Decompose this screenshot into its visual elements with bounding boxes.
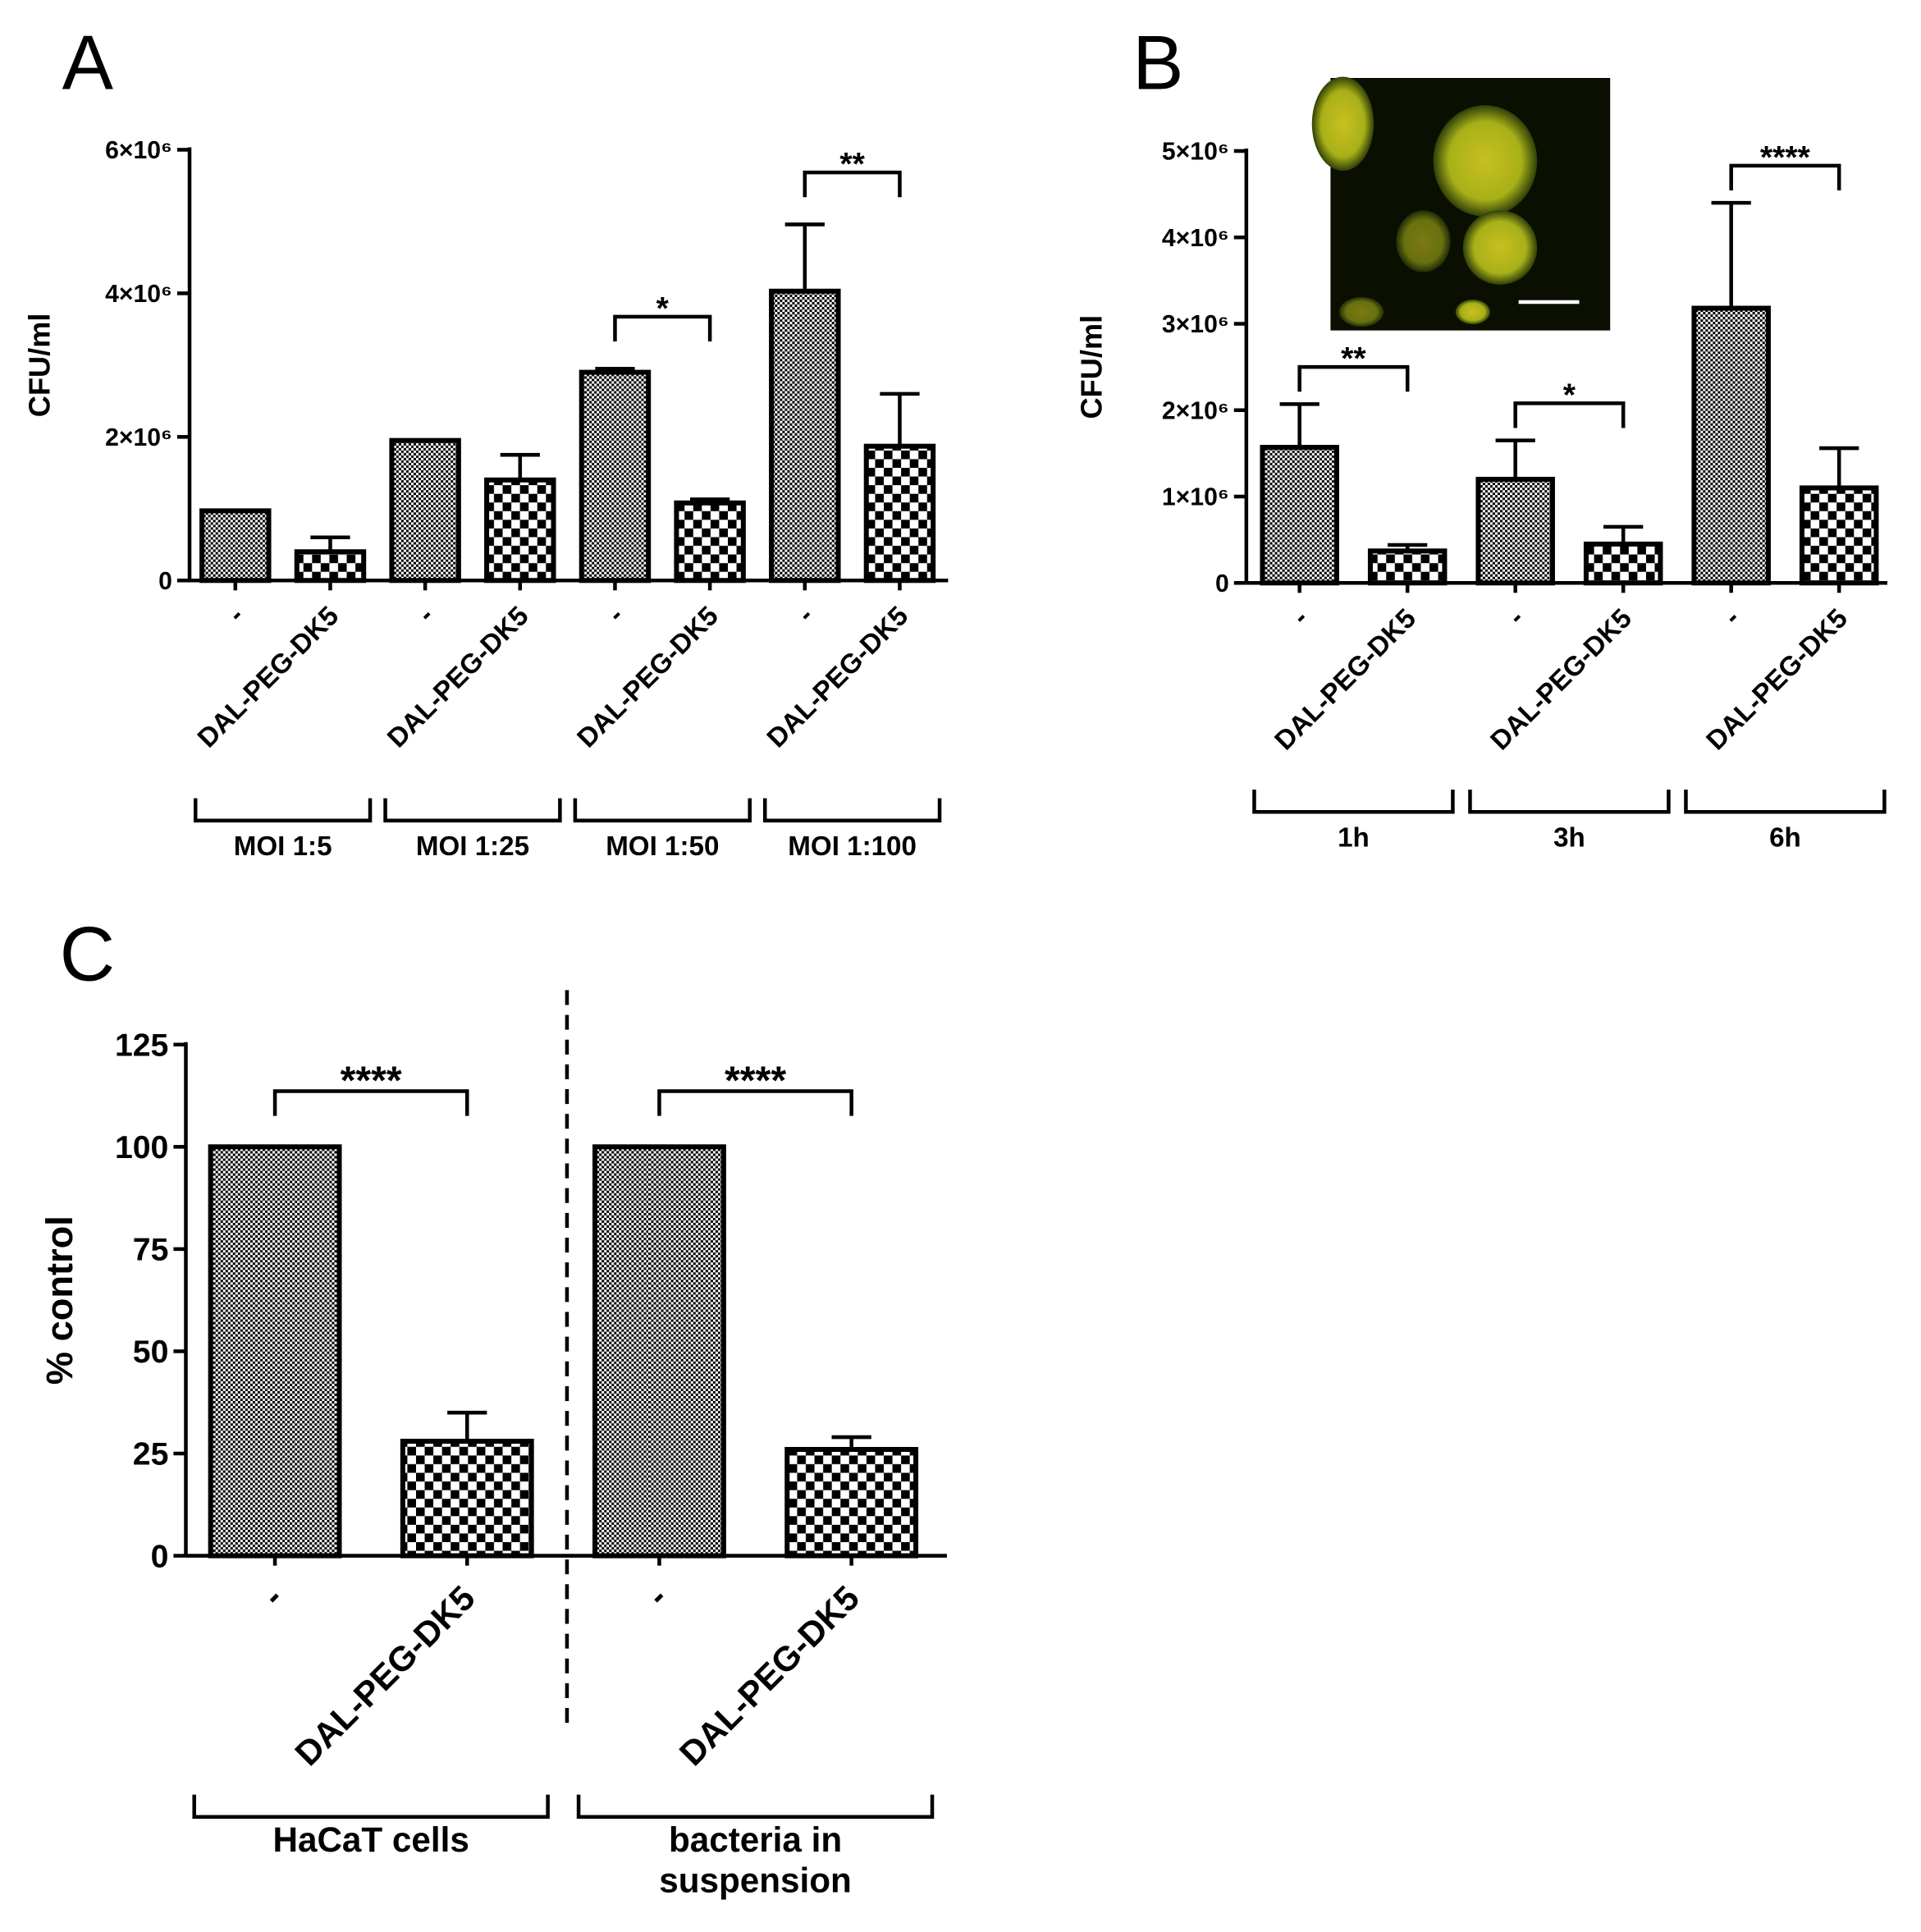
- inset-image: [1311, 76, 1611, 331]
- x-tick-label: -: [412, 601, 440, 629]
- y-tick-label: 4×10⁶: [105, 281, 172, 308]
- significance-bracket: [1513, 401, 1626, 428]
- y-tick-label: 75: [133, 1233, 169, 1268]
- x-tick-label: -: [1286, 603, 1314, 631]
- significance-bracket: [272, 1089, 469, 1116]
- y-tick-label: 3×10⁶: [1162, 311, 1229, 338]
- y-tick-label: 0: [1215, 570, 1229, 597]
- significance-label: ****: [725, 1058, 786, 1102]
- x-tick-label: -: [601, 601, 629, 629]
- significance-bracket: [1729, 163, 1841, 191]
- significance-bracket: [803, 170, 902, 198]
- y-tick-label: 0: [158, 568, 172, 595]
- y-tick-label: 1×10⁶: [1162, 484, 1229, 511]
- bar: [1583, 541, 1663, 586]
- panel-letter: A: [62, 20, 114, 106]
- y-tick-label: 2×10⁶: [1162, 397, 1229, 424]
- x-tick-label: -: [222, 601, 250, 629]
- bar: [1260, 444, 1339, 586]
- group-bracket: [383, 798, 562, 823]
- significance-bracket: [657, 1089, 853, 1116]
- significance-label: **: [1341, 341, 1366, 377]
- x-tick-label: -: [254, 1578, 290, 1614]
- bar: [1367, 548, 1448, 586]
- y-tick-label: 100: [115, 1130, 168, 1165]
- significance-label: ****: [1760, 140, 1811, 176]
- group-label: MOI 1:25: [416, 831, 529, 862]
- significance-label: *: [656, 291, 670, 327]
- x-tick-label: DAL-PEG-DK5: [672, 1578, 867, 1773]
- bar: [863, 443, 936, 584]
- bar: [208, 1144, 342, 1559]
- y-tick-label: 6×10⁶: [105, 137, 172, 164]
- x-tick-label: DAL-PEG-DK5: [287, 1578, 482, 1773]
- group-label: bacteria in: [669, 1820, 842, 1859]
- group-bracket: [1684, 790, 1887, 814]
- group-bracket: [576, 1794, 935, 1820]
- y-tick-label: 5×10⁶: [1162, 139, 1229, 166]
- significance-bracket: [1297, 364, 1410, 392]
- group-label: MOI 1:50: [606, 831, 719, 862]
- group-bracket: [573, 798, 752, 823]
- significance-bracket: [613, 314, 712, 342]
- x-tick-label: -: [1717, 603, 1745, 631]
- y-tick-label: 125: [115, 1028, 168, 1063]
- bar: [484, 477, 556, 584]
- bar: [1799, 485, 1879, 586]
- group-label: 6h: [1769, 822, 1801, 853]
- bar: [1691, 305, 1771, 586]
- x-tick-label: DAL-PEG-DK5: [1269, 603, 1422, 756]
- y-axis-label: CFU/ml: [23, 314, 57, 418]
- bar: [579, 369, 652, 584]
- x-tick-label: DAL-PEG-DK5: [192, 601, 345, 753]
- group-bracket: [1468, 790, 1671, 814]
- bar: [199, 508, 272, 584]
- bar: [674, 500, 746, 584]
- y-axis-label: CFU/ml: [1074, 315, 1108, 419]
- bar: [294, 549, 367, 584]
- group-label: 1h: [1338, 822, 1370, 853]
- y-tick-label: 4×10⁶: [1162, 225, 1229, 252]
- x-tick-label: -: [1502, 603, 1530, 631]
- y-tick-label: 25: [133, 1437, 169, 1472]
- group-label: suspension: [659, 1861, 852, 1900]
- x-tick-label: DAL-PEG-DK5: [1701, 603, 1854, 756]
- group-bracket: [1252, 790, 1455, 814]
- x-tick-label: DAL-PEG-DK5: [1485, 603, 1638, 756]
- significance-label: **: [839, 147, 865, 182]
- y-tick-label: 0: [151, 1539, 169, 1574]
- panel-letter: C: [60, 910, 116, 996]
- group-bracket: [762, 798, 942, 823]
- y-tick-label: 2×10⁶: [105, 424, 172, 451]
- group-bracket: [193, 798, 373, 823]
- bar: [784, 1447, 919, 1559]
- bar: [1475, 476, 1555, 586]
- group-label: 3h: [1553, 822, 1585, 853]
- group-label: MOI 1:100: [788, 831, 917, 862]
- x-tick-label: DAL-PEG-DK5: [382, 601, 534, 753]
- group-bracket: [192, 1794, 550, 1820]
- x-tick-label: -: [792, 601, 820, 629]
- panel-letter: B: [1132, 20, 1183, 106]
- y-tick-label: 50: [133, 1335, 169, 1370]
- x-tick-label: DAL-PEG-DK5: [571, 601, 724, 753]
- x-tick-label: DAL-PEG-DK5: [762, 601, 914, 753]
- group-label: MOI 1:5: [234, 831, 332, 862]
- x-tick-label: -: [639, 1578, 675, 1614]
- bar: [400, 1439, 534, 1559]
- significance-label: ****: [341, 1058, 402, 1102]
- significance-label: *: [1563, 378, 1576, 413]
- group-label: HaCaT cells: [272, 1820, 469, 1859]
- bar: [389, 437, 461, 584]
- y-axis-label: % control: [39, 1216, 80, 1385]
- bar: [592, 1144, 726, 1559]
- bar: [769, 288, 841, 584]
